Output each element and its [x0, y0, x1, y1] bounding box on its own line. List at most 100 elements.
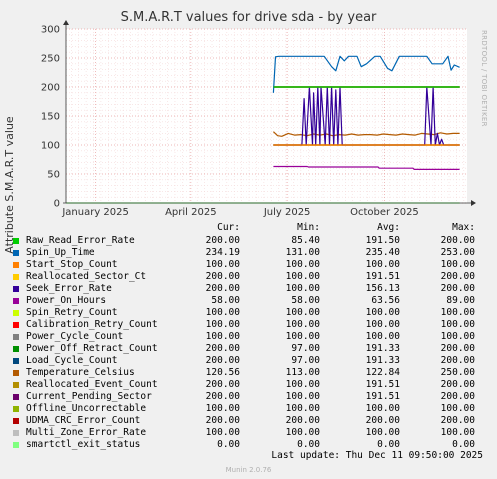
legend-swatch [13, 430, 19, 436]
legend-series-name: Power_On_Hours [26, 295, 107, 306]
header-cur: Cur: [217, 222, 240, 233]
legend-min-value: 100.00 [285, 259, 320, 270]
legend-max-value: 100.00 [440, 403, 475, 414]
legend-cur-value: 58.00 [211, 295, 240, 306]
x-tick-label: January 2025 [61, 207, 129, 218]
legend-avg-value: 63.56 [371, 295, 400, 306]
legend-swatch [13, 286, 19, 292]
legend-swatch [13, 382, 19, 388]
legend-cur-value: 100.00 [205, 259, 240, 270]
series-line-temperature-celsius [272, 131, 460, 137]
y-tick-label: 250 [41, 54, 60, 65]
legend-swatch [13, 418, 19, 424]
legend-row: Raw_Read_Error_Rate 200.00 85.40 191.50 200.… [0, 235, 497, 247]
legend-max-value: 0.00 [452, 439, 475, 450]
legend-max-value: 200.00 [440, 283, 475, 294]
header-min: Min: [297, 222, 320, 233]
legend-row: Offline_Uncorrectable 100.00 100.00 100.00 1… [0, 403, 497, 415]
legend-max-value: 200.00 [440, 379, 475, 390]
legend-cur-value: 100.00 [205, 319, 240, 330]
legend-row: Reallocated_Event_Count 200.00 100.00 191.5… [0, 379, 497, 391]
y-axis-arrow-icon [63, 20, 69, 25]
legend-row: Spin_Retry_Count 100.00 100.00 100.00 100.00 [0, 307, 497, 319]
legend-header: Cur: Min: Avg: Max: [0, 222, 497, 234]
legend-row: Calibration_Retry_Count 100.00 100.00 100.0… [0, 319, 497, 331]
legend-swatch [13, 394, 19, 400]
x-tick-label: October 2025 [350, 207, 419, 218]
legend-swatch [13, 346, 19, 352]
legend-avg-value: 122.84 [365, 367, 400, 378]
legend-cur-value: 200.00 [205, 283, 240, 294]
legend-swatch [13, 442, 19, 448]
y-tick-label: 100 [41, 141, 60, 152]
legend-cur-value: 100.00 [205, 427, 240, 438]
legend-row: Temperature_Celsius 120.56 113.00 122.84 250… [0, 367, 497, 379]
legend-avg-value: 191.33 [365, 343, 400, 354]
legend-cur-value: 100.00 [205, 331, 240, 342]
legend-series-name: Reallocated_Sector_Ct [26, 271, 147, 282]
legend-max-value: 250.00 [440, 367, 475, 378]
chart-title: S.M.A.R.T values for drive sda - by year [120, 10, 377, 25]
legend-min-value: 97.00 [291, 343, 320, 354]
legend-min-value: 200.00 [285, 415, 320, 426]
legend-swatch [13, 310, 19, 316]
legend-cur-value: 200.00 [205, 343, 240, 354]
legend-max-value: 100.00 [440, 307, 475, 318]
legend-cur-value: 120.56 [205, 367, 240, 378]
legend-series-name: Seek_Error_Rate [26, 283, 112, 294]
legend-avg-value: 191.50 [365, 235, 400, 246]
legend-swatch [13, 262, 19, 268]
legend-min-value: 100.00 [285, 427, 320, 438]
legend-cur-value: 0.00 [217, 439, 240, 450]
legend-min-value: 100.00 [285, 319, 320, 330]
y-tick-label: 150 [41, 112, 60, 123]
legend-series-name: UDMA_CRC_Error_Count [26, 415, 141, 426]
legend-min-value: 58.00 [291, 295, 320, 306]
legend-min-value: 100.00 [285, 283, 320, 294]
legend-row: Power_Off_Retract_Count 200.00 97.00 191.33… [0, 343, 497, 355]
legend-cur-value: 200.00 [205, 355, 240, 366]
legend-swatch [13, 334, 19, 340]
legend-min-value: 85.40 [291, 235, 320, 246]
legend-min-value: 113.00 [285, 367, 320, 378]
legend-series-name: Spin_Retry_Count [26, 307, 118, 318]
legend-avg-value: 100.00 [365, 319, 400, 330]
legend-cur-value: 200.00 [205, 415, 240, 426]
x-tick-label: July 2025 [263, 207, 311, 218]
legend-series-name: Power_Cycle_Count [26, 331, 124, 342]
legend-swatch [13, 358, 19, 364]
legend-cur-value: 200.00 [205, 271, 240, 282]
series-lines [66, 55, 460, 204]
legend-avg-value: 100.00 [365, 427, 400, 438]
legend-swatch [13, 298, 19, 304]
legend-row: smartctl_exit_status 0.00 0.00 0.00 0.00 [0, 439, 497, 451]
legend-row: Load_Cycle_Count 200.00 97.00 191.33 200.00 [0, 355, 497, 367]
header-avg: Avg: [377, 222, 400, 233]
legend-avg-value: 100.00 [365, 307, 400, 318]
legend-max-value: 100.00 [440, 427, 475, 438]
y-tick-label: 0 [54, 199, 60, 210]
legend-avg-value: 191.51 [365, 391, 400, 402]
legend-row: Current_Pending_Sector 200.00 100.00 191.51… [0, 391, 497, 403]
legend-avg-value: 191.51 [365, 271, 400, 282]
legend-cur-value: 234.19 [205, 247, 240, 258]
legend-row: Multi_Zone_Error_Rate 100.00 100.00 100.00 1… [0, 427, 497, 439]
legend-avg-value: 191.33 [365, 355, 400, 366]
legend-swatch [13, 238, 19, 244]
axes [63, 20, 476, 206]
rrdtool-credit: RRDTOOL / TOBI OETIKER [480, 30, 488, 127]
legend-min-value: 131.00 [285, 247, 320, 258]
last-update: Last update: Thu Dec 11 09:50:00 2025 [271, 450, 483, 461]
legend-series-name: Power_Off_Retract_Count [26, 343, 158, 354]
legend-swatch [13, 250, 19, 256]
legend-avg-value: 100.00 [365, 403, 400, 414]
legend-cur-value: 200.00 [205, 391, 240, 402]
legend-cur-value: 100.00 [205, 307, 240, 318]
legend-max-value: 200.00 [440, 415, 475, 426]
legend-max-value: 89.00 [446, 295, 475, 306]
y-tick-label: 200 [41, 83, 60, 94]
legend-avg-value: 100.00 [365, 259, 400, 270]
x-axis-arrow-icon [471, 200, 476, 206]
series-line-spin-up-time [272, 55, 460, 93]
legend-series-name: Calibration_Retry_Count [26, 319, 158, 330]
